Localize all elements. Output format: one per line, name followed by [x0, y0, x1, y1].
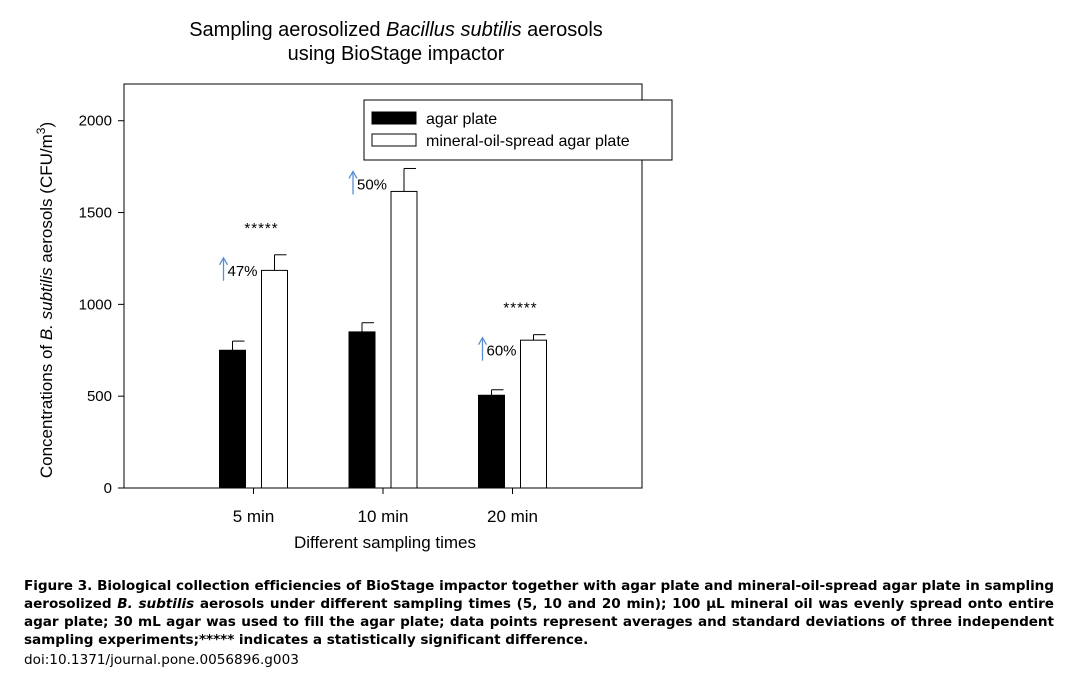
bar-agar-plate: [219, 349, 246, 489]
legend-label: agar plate: [426, 111, 497, 128]
increase-arrow-head: [218, 256, 229, 266]
significance-stars: *****: [244, 220, 278, 237]
chart-title-line-1: Sampling aerosolized Bacillus subtilis a…: [189, 19, 603, 41]
y-tick-label: 1500: [79, 205, 112, 222]
bar-mineral-oil-plate: [261, 269, 288, 489]
legend-label: mineral-oil-spread agar plate: [426, 133, 630, 150]
y-tick-label: 500: [87, 388, 112, 405]
increase-label: 47%: [228, 263, 258, 280]
x-tick-label: 10 min: [357, 507, 408, 526]
chart-title-pre: Sampling aerosolized: [189, 19, 386, 41]
increase-arrow-head: [477, 336, 488, 345]
y-axis-label-pre: Concentrations of: [37, 340, 56, 478]
y-axis-label-sup: 3: [34, 127, 48, 134]
x-tick-label: 5 min: [233, 507, 275, 526]
bar-chart: Sampling aerosolized Bacillus subtilis a…: [34, 19, 673, 552]
y-tick-label: 0: [104, 480, 112, 497]
legend-swatch: [371, 111, 417, 125]
increase-arrow-head: [348, 170, 358, 179]
legend-box: [363, 99, 673, 161]
bar-agar-plate: [478, 394, 505, 489]
y-tick-label: 1000: [79, 296, 112, 313]
chart-title-post: aerosols: [522, 19, 603, 41]
figure-caption: Figure 3. Biological collection efficien…: [24, 577, 1054, 649]
bar-agar-plate: [348, 331, 376, 489]
x-axis-label: Different sampling times: [294, 533, 476, 552]
doi-text: doi:10.1371/journal.pone.0056896.g003: [24, 652, 299, 668]
significance-stars: *****: [503, 300, 537, 317]
x-tick-label: 20 min: [487, 507, 538, 526]
bar-mineral-oil-plate: [390, 190, 418, 489]
y-axis-label: Concentrations of B. subtilis aerosols (…: [34, 122, 56, 478]
bar-mineral-oil-plate: [520, 339, 547, 489]
caption-text-post: aerosols under different sampling times …: [24, 596, 1054, 648]
chart-title-line-2: using BioStage impactor: [288, 43, 505, 65]
y-axis-label-post: aerosols (CFU/m: [37, 134, 56, 267]
chart-title-italic: Bacillus subtilis: [386, 19, 522, 41]
increase-label: 60%: [487, 343, 517, 360]
y-tick-label: 2000: [79, 113, 112, 130]
increase-label: 50%: [357, 176, 387, 193]
caption-text-italic: B. subtilis: [117, 596, 195, 612]
y-axis-label-italic: B. subtilis: [37, 267, 56, 340]
y-axis-label-close: ): [37, 122, 56, 128]
legend-swatch: [371, 133, 417, 147]
caption-text-pre: Figure 3. Biological collection efficien…: [24, 578, 1054, 612]
